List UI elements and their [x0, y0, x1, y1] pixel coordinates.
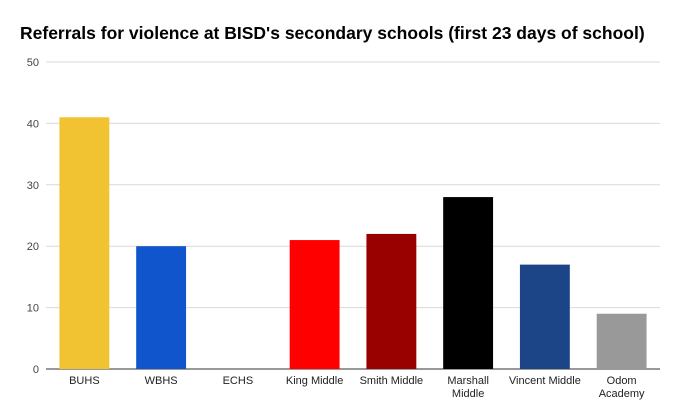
x-tick-label: King Middle	[286, 375, 343, 387]
y-tick-label: 40	[27, 118, 39, 130]
chart-title: Referrals for violence at BISD's seconda…	[20, 23, 645, 43]
y-axis-ticks: 0 10 20 30 40 50	[27, 57, 39, 376]
x-tick-label: Smith Middle	[360, 375, 424, 387]
x-axis-labels: BUHS WBHS ECHS King Middle Smith Middle Marsh…	[69, 375, 645, 400]
bar	[596, 313, 647, 369]
x-tick-label: WBHS	[145, 375, 178, 387]
y-tick-label: 50	[27, 57, 39, 69]
bar	[59, 117, 110, 369]
bar	[443, 197, 494, 369]
bar	[136, 246, 187, 369]
bars	[59, 117, 647, 369]
x-tick-label: Odom Academy	[599, 375, 645, 400]
bar	[289, 240, 340, 369]
x-tick-label: Marshall Middle	[447, 375, 489, 400]
bar	[519, 264, 570, 369]
bar	[366, 233, 417, 369]
x-tick-label: Vincent Middle	[509, 375, 581, 387]
y-tick-label: 30	[27, 180, 39, 192]
y-tick-label: 0	[33, 364, 39, 376]
x-tick-label: ECHS	[223, 375, 254, 387]
y-tick-label: 10	[27, 303, 39, 315]
x-tick-label: BUHS	[69, 375, 100, 387]
y-tick-label: 20	[27, 241, 39, 253]
